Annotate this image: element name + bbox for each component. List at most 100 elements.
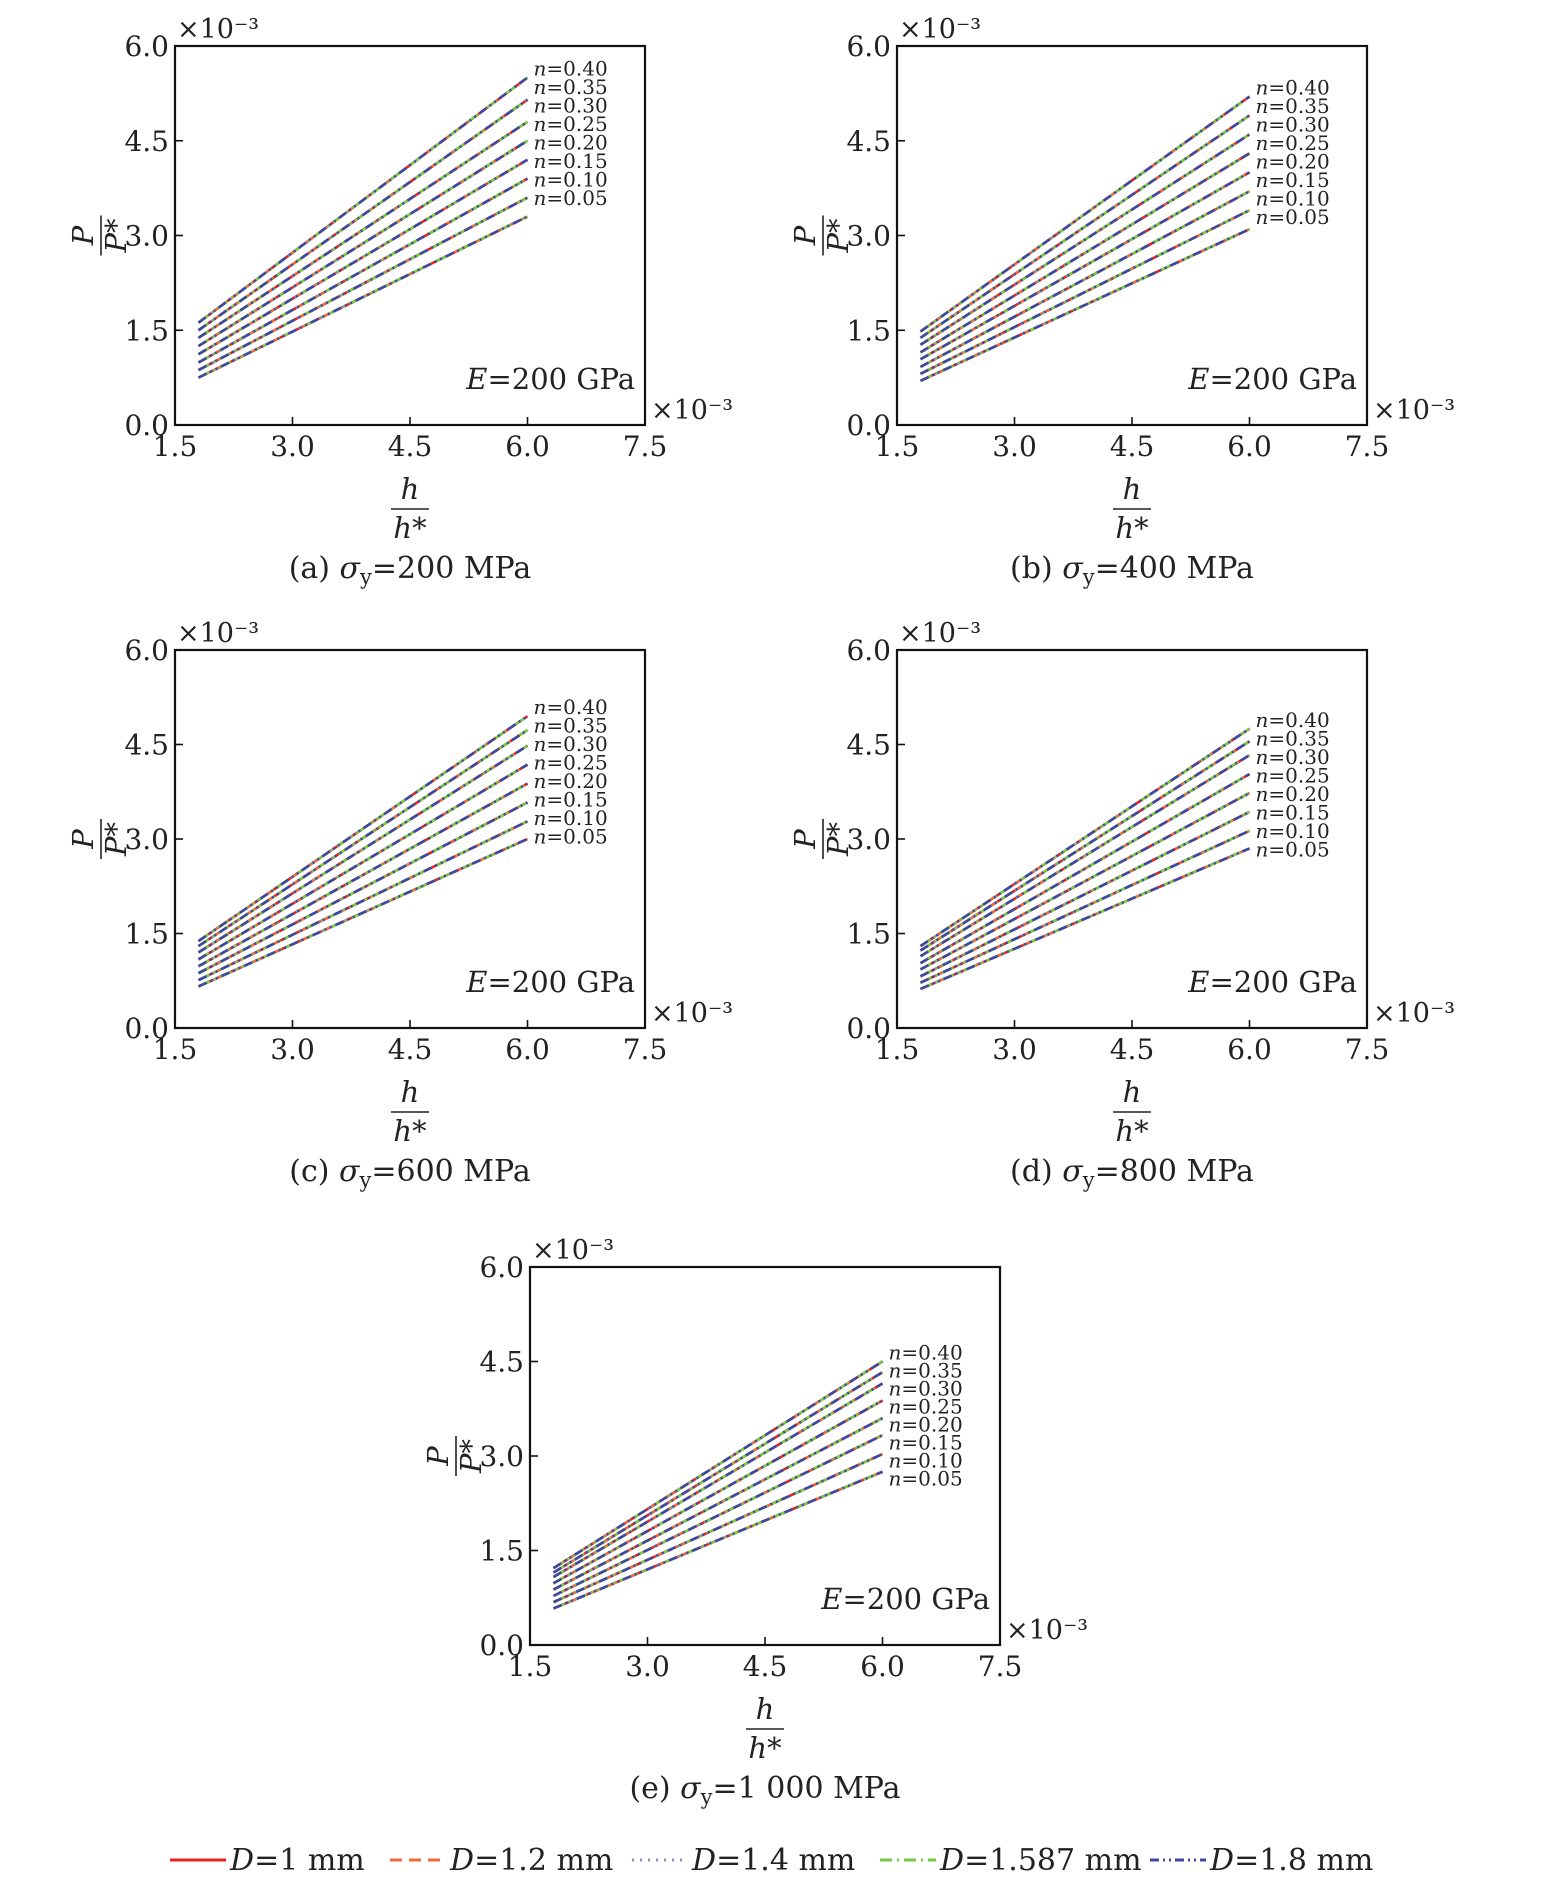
series-n-0.05: [919, 847, 1251, 991]
y-tick-label: 1.5: [479, 1535, 524, 1568]
series-label: n=0.25: [889, 1395, 963, 1419]
series-label: n=0.10: [534, 806, 608, 830]
x-tick-label: 7.5: [978, 1650, 1023, 1683]
series-n-0.40: [919, 727, 1251, 948]
y-label-numerator: P: [421, 1446, 455, 1467]
y-label-denominator: P*: [99, 218, 133, 254]
annotation-modulus: E=200 GPa: [1187, 362, 1357, 396]
y-label-numerator: P: [788, 225, 822, 246]
series-n-0.40: [197, 715, 529, 943]
y-tick-label: 0.0: [124, 1012, 169, 1045]
series-label: n=0.20: [534, 769, 608, 793]
series-n-0.05: [919, 228, 1251, 382]
series-line: [197, 801, 529, 975]
x-tick-label: 4.5: [1110, 430, 1155, 463]
x-tick-label: 3.0: [625, 1650, 670, 1683]
series-label: n=0.35: [534, 714, 608, 738]
series-label: n=0.40: [534, 57, 608, 81]
series-n-0.20: [919, 171, 1251, 361]
series-line: [552, 1399, 884, 1585]
series-n-0.20: [552, 1417, 884, 1591]
series-line: [919, 171, 1251, 361]
series-line: [197, 196, 529, 372]
y-label-denominator: P*: [821, 821, 855, 857]
series-line: [919, 95, 1251, 333]
series-line: [919, 228, 1251, 382]
series-label: n=0.35: [1256, 94, 1330, 118]
x-tick-label: 7.5: [623, 1033, 668, 1066]
panel-caption: (e) σy=1 000 MPa: [629, 1771, 900, 1809]
series-label: n=0.05: [534, 186, 608, 210]
x-tick-label: 7.5: [623, 430, 668, 463]
series-label: n=0.15: [1256, 168, 1330, 192]
series-label: n=0.10: [1256, 187, 1330, 211]
series-n-0.25: [919, 152, 1251, 354]
legend-label: D=1.4 mm: [691, 1843, 855, 1878]
series-line: [197, 837, 529, 988]
x-tick-label: 4.5: [388, 430, 433, 463]
series-n-0.05: [553, 1470, 883, 1610]
series-label: n=0.05: [889, 1467, 963, 1491]
y-scale-label: ×10⁻³: [899, 14, 981, 45]
y-axis-label: P P*: [788, 215, 855, 256]
x-tick-label: 1.5: [508, 1650, 553, 1683]
chart-panel-b: 1.5 3.0 4.5 6.0 7.50.01.53.04.56.0×10⁻³×10⁻³…: [788, 14, 1455, 589]
annotation-modulus: E=200 GPa: [1187, 965, 1357, 999]
x-label-denominator: h*: [1115, 511, 1149, 545]
y-scale-label: ×10⁻³: [899, 618, 981, 649]
series-label: n=0.35: [534, 75, 608, 99]
x-label-denominator: h*: [1115, 1114, 1149, 1148]
series-line: [197, 728, 529, 948]
x-scale-label: ×10⁻³: [1006, 1615, 1088, 1646]
series-n-0.35: [197, 728, 529, 948]
series-line: [919, 810, 1251, 978]
series-n-0.25: [552, 1399, 884, 1585]
x-tick-label: 4.5: [1110, 1033, 1155, 1066]
x-axis-label: h h*: [391, 1075, 429, 1148]
series-line: [919, 772, 1251, 965]
x-tick-label: 7.5: [1345, 1033, 1390, 1066]
series-label: n=0.20: [1256, 782, 1330, 806]
series-n-0.25: [919, 772, 1251, 965]
y-label-denominator: P*: [821, 218, 855, 254]
panel-caption: (b) σy=400 MPa: [1010, 551, 1254, 589]
series-line: [919, 740, 1251, 952]
series-n-0.25: [197, 139, 529, 348]
series-label: n=0.20: [534, 131, 608, 155]
series-line: [197, 763, 529, 961]
y-label-denominator: P*: [454, 1438, 488, 1474]
y-tick-label: 0.0: [846, 409, 891, 442]
series-n-0.15: [197, 801, 529, 975]
series-line: [919, 791, 1251, 971]
series-label: n=0.20: [1256, 150, 1330, 174]
series-n-0.20: [919, 791, 1251, 971]
x-scale-label: ×10⁻³: [1373, 998, 1455, 1029]
x-axis-label: h h*: [1113, 1075, 1151, 1148]
series-n-0.40: [919, 95, 1251, 333]
y-axis-label: P P*: [66, 819, 133, 859]
series-line: [919, 95, 1251, 333]
series-label: n=0.30: [1256, 745, 1330, 769]
series-line: [197, 763, 529, 961]
series-label: n=0.10: [1256, 819, 1330, 843]
series-label: n=0.40: [889, 1341, 963, 1365]
x-tick-label: 6.0: [860, 1650, 905, 1683]
series-line: [197, 196, 529, 372]
series-line: [552, 1382, 884, 1579]
annotation-modulus: E=200 GPa: [820, 1582, 990, 1616]
legend-item: D=1.2 mm: [390, 1843, 613, 1878]
x-label-denominator: h*: [748, 1731, 782, 1765]
y-tick-label: 6.0: [124, 634, 169, 667]
series-label: n=0.30: [889, 1377, 963, 1401]
series-n-0.10: [552, 1452, 884, 1604]
series-n-0.20: [197, 782, 529, 968]
series-line: [552, 1417, 884, 1591]
series-n-0.10: [919, 209, 1251, 375]
x-label-numerator: h: [756, 1692, 775, 1726]
y-label-numerator: P: [66, 829, 100, 850]
series-label: n=0.25: [1256, 763, 1330, 787]
series-line: [197, 76, 529, 324]
y-tick-label: 4.5: [846, 729, 891, 762]
series-label: n=0.40: [534, 695, 608, 719]
series-n-0.10: [919, 829, 1251, 984]
